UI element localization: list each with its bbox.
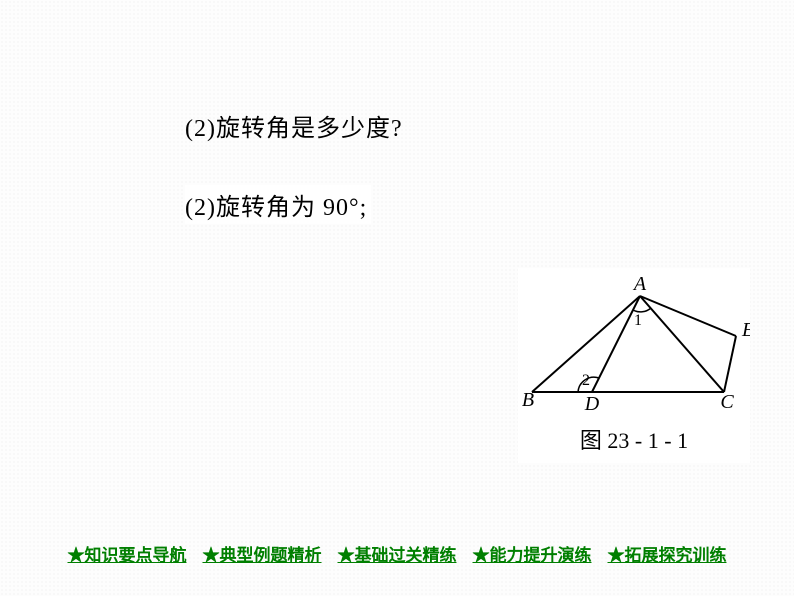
nav-link-ability[interactable]: ★能力提升演练 [473,546,592,565]
figure-container: A B C D E 1 2 图 23 - 1 - 1 [518,268,750,463]
angle-label-2: 2 [582,372,590,389]
geometry-figure: A B C D E 1 2 [518,268,750,428]
label-D: D [584,393,600,415]
nav-link-basic[interactable]: ★基础过关精练 [338,546,457,565]
nav-link-extend[interactable]: ★拓展探究训练 [608,546,727,565]
label-B: B [522,389,534,411]
question-text: (2)旋转角是多少度? [185,108,403,143]
label-A: A [632,273,647,295]
label-C: C [720,391,734,413]
nav-link-knowledge[interactable]: ★知识要点导航 [68,546,187,565]
label-E: E [741,319,750,341]
nav-link-examples[interactable]: ★典型例题精析 [203,546,322,565]
answer-text: (2)旋转角为 90°; [185,185,371,224]
figure-caption: 图 23 - 1 - 1 [518,423,750,455]
bottom-nav: ★知识要点导航 ★典型例题精析 ★基础过关精练 ★能力提升演练 ★拓展探究训练 [0,541,794,566]
angle-label-1: 1 [634,312,642,329]
